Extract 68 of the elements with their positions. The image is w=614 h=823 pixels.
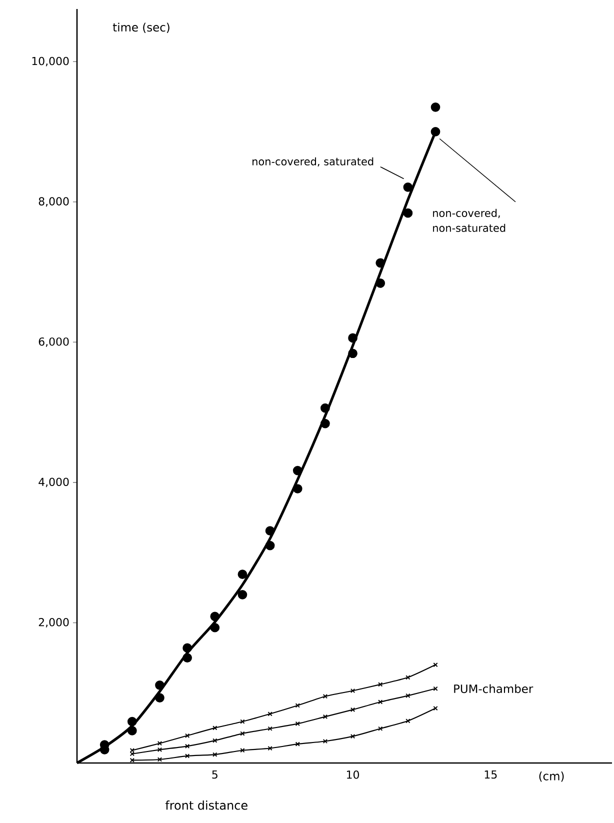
x-axis-title: front distance (165, 800, 248, 810)
annotation: PUM-chamber (454, 684, 534, 694)
point (292, 484, 302, 494)
y-tick-label: 10,000 (32, 56, 69, 66)
point (157, 747, 162, 752)
point (210, 612, 220, 622)
point (212, 752, 218, 757)
text: non-covered, saturated (252, 157, 374, 166)
point (240, 719, 245, 724)
point (240, 731, 245, 736)
point (182, 643, 192, 653)
point (376, 278, 386, 288)
point (350, 688, 356, 694)
point (155, 680, 164, 690)
point (295, 703, 300, 708)
point (157, 741, 162, 746)
point (378, 726, 383, 731)
point (268, 712, 272, 716)
x-tick-label: 10 (347, 770, 360, 779)
point (184, 733, 190, 738)
point (378, 700, 383, 704)
point (292, 466, 302, 476)
point (348, 348, 358, 358)
point (295, 742, 300, 746)
point (238, 590, 248, 600)
point (182, 653, 192, 662)
point (157, 757, 162, 762)
point (403, 182, 413, 192)
point (238, 570, 248, 579)
point (184, 744, 190, 748)
point (350, 707, 356, 712)
point (210, 622, 220, 632)
point (268, 726, 272, 731)
point (127, 726, 137, 736)
point (406, 718, 410, 724)
y-tick-label: 4,000 (38, 478, 69, 488)
point (378, 682, 383, 687)
x-tick-label: 15 (484, 770, 497, 779)
point (350, 734, 356, 739)
point (322, 714, 328, 720)
point (376, 258, 386, 268)
point (348, 333, 358, 343)
point (155, 693, 164, 702)
point (212, 738, 218, 743)
point (320, 403, 330, 413)
point (430, 102, 440, 112)
point (320, 418, 330, 428)
text: (cm) (539, 772, 564, 782)
y-tick-label: 8,000 (38, 197, 69, 207)
point (406, 675, 410, 680)
point (322, 738, 328, 744)
point (430, 127, 440, 136)
point (265, 540, 275, 550)
point (127, 716, 137, 726)
y-tick-label: 2,000 (38, 618, 69, 628)
point (406, 693, 410, 698)
point (268, 746, 272, 751)
point (322, 694, 328, 699)
point (403, 208, 413, 218)
y-axis-title: time (sec) (112, 22, 170, 33)
point (212, 726, 218, 730)
x-tick-label: 5 (212, 770, 218, 779)
point (240, 748, 245, 753)
text: non-covered, non-saturated (433, 208, 506, 232)
y-tick-label: 6,000 (38, 337, 69, 347)
point (184, 754, 190, 758)
point (265, 526, 275, 536)
point (295, 721, 300, 726)
